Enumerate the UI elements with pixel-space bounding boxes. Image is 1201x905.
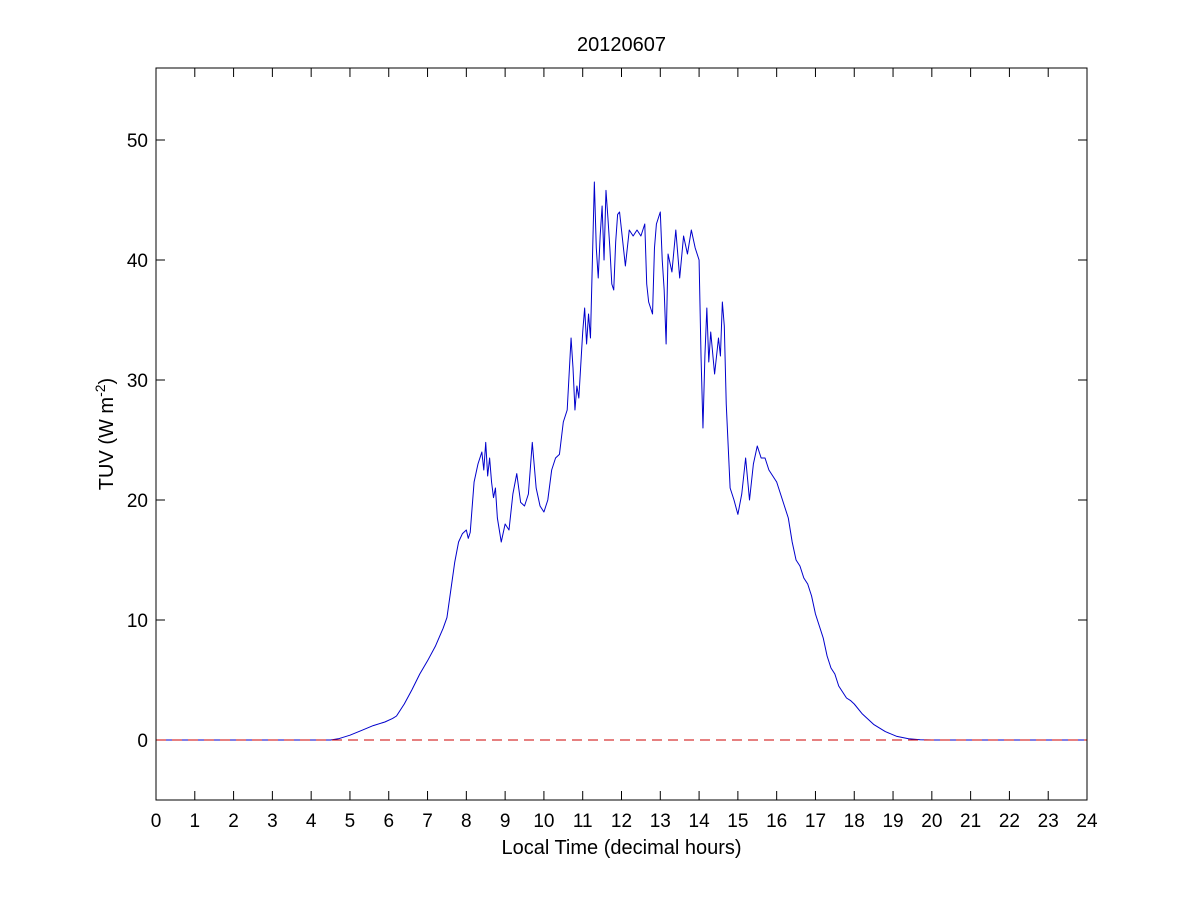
x-tick-label: 19: [882, 811, 903, 832]
x-tick-label: 2: [228, 811, 239, 832]
ticks-layer: 0 1 2 3 4 5 6 7 8 9 10 11 12 13 14 15 16 17 18 19 20 21 22 23 24…: [127, 68, 1098, 832]
y-axis-title-main: TUV (W m: [96, 397, 118, 490]
x-tick-label: 18: [844, 811, 865, 832]
plot-frame: [155, 67, 1088, 801]
x-tick-label: 11: [573, 811, 593, 832]
plot-area: [156, 68, 1087, 800]
x-tick-label: 0: [151, 811, 162, 832]
x-tick-label: 1: [190, 811, 201, 832]
series-layer: [156, 181, 1087, 741]
y-tick-label: 30: [127, 371, 148, 392]
x-tick-label: 10: [533, 811, 554, 832]
x-tick-label: 5: [345, 811, 356, 832]
x-tick-label: 13: [650, 811, 671, 832]
y-tick-label: 0: [137, 731, 148, 752]
y-tick-label: 50: [127, 131, 148, 152]
x-tick-label: 7: [422, 811, 433, 832]
x-tick-label: 6: [383, 811, 394, 832]
x-tick-label: 23: [1038, 811, 1059, 832]
x-tick-label: 24: [1076, 811, 1098, 832]
x-tick-label: 16: [766, 811, 787, 832]
x-tick-label: 21: [960, 811, 981, 832]
tuv-series-line: [156, 181, 1087, 741]
x-axis-title: Local Time (decimal hours): [501, 837, 741, 859]
x-tick-label: 4: [306, 811, 317, 832]
y-axis-title-suffix: ): [96, 378, 118, 385]
x-tick-label: 9: [500, 811, 511, 832]
chart-title: 20120607: [577, 34, 666, 56]
x-tick-label: 3: [267, 811, 278, 832]
x-tick-label: 20: [921, 811, 942, 832]
x-tick-label: 14: [689, 811, 711, 832]
y-axis-title: TUV (W m-2): [92, 378, 118, 490]
y-axis-title-superscript: -2: [92, 384, 108, 397]
x-tick-label: 17: [805, 811, 826, 832]
y-tick-label: 40: [127, 251, 148, 272]
x-tick-label: 15: [727, 811, 748, 832]
x-tick-label: 22: [999, 811, 1020, 832]
y-tick-label: 20: [127, 491, 148, 512]
x-tick-label: 12: [611, 811, 632, 832]
y-tick-label: 10: [127, 611, 148, 632]
x-tick-label: 8: [461, 811, 472, 832]
